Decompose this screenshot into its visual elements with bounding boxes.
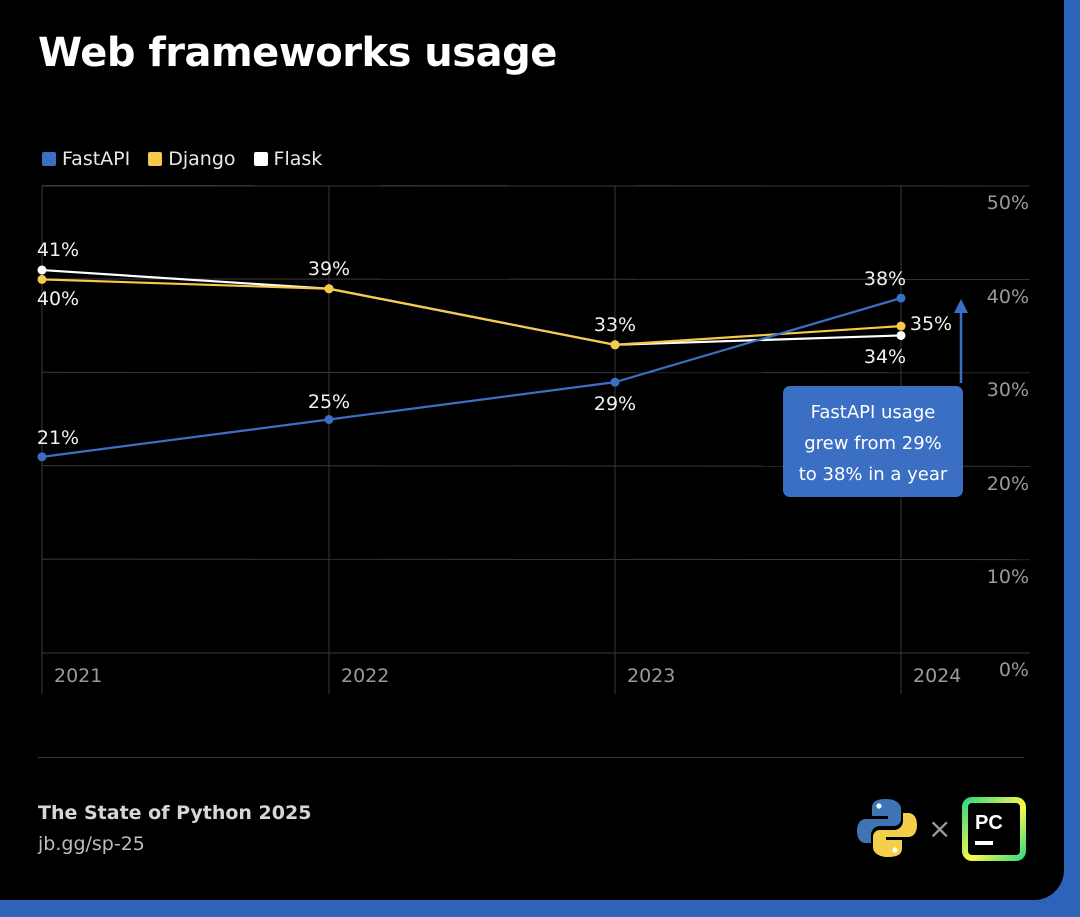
x-tick-label: 2023	[627, 665, 675, 687]
data-point-django	[324, 284, 334, 294]
series-line-fastapi	[41, 297, 902, 458]
legend-swatch-flask	[253, 152, 268, 166]
annotation-arrow-head	[954, 299, 968, 313]
legend-item-flask: Flask	[253, 148, 323, 170]
data-label-flask: 41%	[37, 239, 79, 261]
chart-title: Web frameworks usage	[38, 30, 557, 76]
data-label-fastapi: 38%	[864, 268, 906, 290]
source-title: The State of Python 2025	[38, 802, 312, 824]
y-tick-label: 50%	[987, 192, 1029, 214]
footer-divider	[38, 757, 1024, 758]
x-tick-label: 2021	[54, 665, 102, 687]
grid-line-y	[41, 558, 1031, 561]
data-point-fastapi	[610, 377, 620, 387]
data-point-fastapi	[324, 415, 334, 424]
y-tick-label: 0%	[999, 659, 1029, 681]
times-symbol: ×	[928, 812, 952, 845]
data-label-django: 39%	[308, 258, 350, 280]
x-tick-label: 2022	[341, 665, 389, 687]
data-point-flask	[896, 330, 906, 340]
data-label-django: 40%	[37, 288, 79, 310]
series-line-django	[41, 278, 902, 346]
legend-item-fastapi: FastAPI	[42, 148, 130, 170]
grid-line-y	[41, 371, 1031, 374]
data-point-django	[896, 321, 906, 331]
legend-item-django: Django	[148, 148, 236, 170]
annotation-text-line: grew from 29%	[804, 433, 942, 454]
y-tick-label: 10%	[987, 566, 1029, 588]
legend-label-flask: Flask	[273, 148, 323, 170]
annotation-box	[783, 386, 963, 497]
data-point-fastapi	[37, 452, 47, 462]
y-tick-label: 30%	[987, 379, 1029, 401]
data-point-flask	[37, 265, 47, 275]
data-label-fastapi: 29%	[594, 393, 636, 415]
grid-line-y	[41, 278, 1031, 280]
line-chart: 0% 10% 20% 30% 40% 50% 2021 2022 2023 2024 21% 25% 2…	[37, 185, 1031, 694]
pycharm-logo-icon: PC	[962, 797, 1026, 861]
legend: FastAPI Django Flask	[42, 148, 322, 170]
annotation-text-line: to 38% in a year	[799, 464, 948, 485]
data-label-django: 33%	[594, 314, 636, 336]
y-tick-label: 40%	[987, 286, 1029, 308]
data-label-flask: 34%	[864, 346, 906, 368]
legend-swatch-fastapi	[42, 152, 56, 166]
legend-swatch-django	[148, 152, 163, 166]
data-point-django	[610, 340, 620, 350]
data-label-fastapi: 25%	[308, 391, 350, 413]
chart-card: Web frameworks usage FastAPI Django Flas…	[0, 0, 1064, 900]
y-tick-label: 20%	[987, 473, 1029, 495]
legend-label-fastapi: FastAPI	[62, 148, 131, 170]
data-point-fastapi	[896, 293, 906, 303]
source-link[interactable]: jb.gg/sp-25	[38, 833, 145, 855]
annotation-text-line: FastAPI usage	[811, 402, 936, 423]
legend-label-django: Django	[168, 148, 236, 170]
data-label-fastapi: 21%	[37, 427, 79, 449]
data-point-django	[37, 274, 47, 284]
x-tick-label: 2024	[913, 665, 961, 687]
python-logo-icon	[857, 799, 917, 857]
grid-line-y	[41, 185, 1031, 187]
pc-logo-text: PC	[975, 812, 1003, 834]
data-label-django: 35%	[910, 313, 952, 335]
